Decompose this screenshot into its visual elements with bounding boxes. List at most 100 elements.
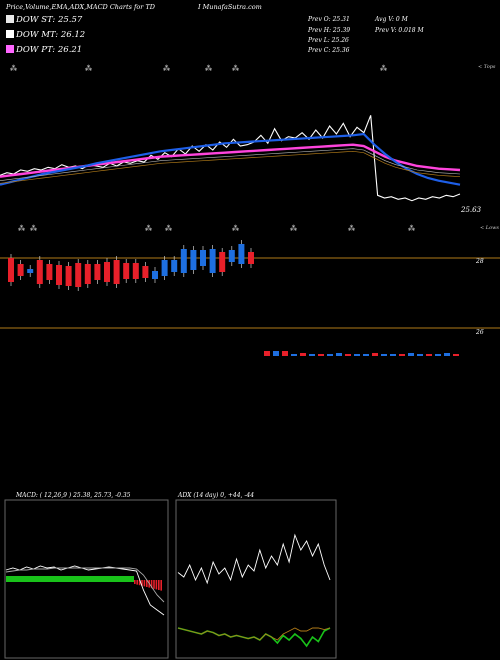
low-marker-5: ⁂ (290, 224, 297, 233)
candle-body-6 (65, 266, 72, 286)
volume-bar-21 (453, 354, 459, 356)
macd-histogram-negative-3 (141, 580, 143, 586)
volume-bar-18 (426, 354, 432, 356)
candle-body-22 (219, 252, 226, 272)
macd-histogram-negative-0 (134, 580, 136, 584)
volume-bar-20 (444, 353, 450, 356)
volume-bar-11 (363, 354, 369, 356)
candle-body-5 (56, 265, 62, 285)
volume-bar-4 (300, 353, 306, 356)
candle-body-10 (104, 262, 110, 282)
low-marker-3: ⁂ (165, 224, 172, 233)
macd-histogram-negative-4 (143, 580, 146, 587)
volume-bar-8 (336, 353, 342, 356)
tops-label: < Tops (478, 64, 496, 70)
adx-title: ADX (14 day) 0, +44, -44 (177, 492, 254, 499)
macd-histogram-negative-2 (138, 580, 141, 586)
candle-body-8 (84, 264, 91, 284)
site-name: I MunafaSutra.com (197, 3, 262, 11)
volume-bar-7 (327, 354, 333, 356)
legend-st: DOW ST: 25.57 (15, 15, 83, 25)
macd-histogram-negative-7 (150, 580, 153, 589)
legend-swatch-mt (6, 30, 14, 38)
candle-body-21 (209, 249, 216, 273)
lows-label: < Lows (480, 225, 499, 231)
top-marker-5: ⁂ (380, 64, 387, 73)
low-marker-1: ⁂ (30, 224, 37, 233)
candle-body-25 (248, 252, 254, 264)
macd-plot (5, 565, 165, 616)
level-label-high: 28 (475, 258, 484, 265)
minus-di-line (177, 627, 331, 641)
top-marker-0: ⁂ (10, 64, 17, 73)
prev-high: Prev H: 25.39 (307, 27, 350, 34)
prev-low: Prev L: 25.26 (307, 37, 349, 44)
candle-body-17 (171, 260, 178, 272)
low-marker-6: ⁂ (348, 224, 355, 233)
legend-swatch-pt (6, 45, 14, 53)
macd-histogram-negative-9 (155, 580, 158, 590)
volume-bar-19 (435, 354, 441, 356)
top-marker-1: ⁂ (85, 64, 92, 73)
volume-bar-2 (282, 351, 288, 356)
adx-line (177, 533, 331, 585)
legend: DOW ST: 25.57 DOW MT: 26.12 DOW PT: 26.2… (6, 15, 85, 55)
candle-body-7 (75, 263, 82, 287)
volume-bar-16 (408, 353, 414, 356)
macd-histogram-negative-1 (136, 580, 138, 585)
candle-body-2 (27, 269, 34, 273)
legend-mt: DOW MT: 26.12 (15, 30, 85, 40)
chart-title: Price,Volume,EMA,ADX,MACD Charts for TD (5, 3, 156, 11)
candle-body-13 (132, 263, 139, 279)
adx-panel (175, 499, 337, 659)
low-markers: ⁂ ⁂ ⁂ ⁂ ⁂ ⁂ ⁂ ⁂ (18, 224, 415, 233)
volume-bars (264, 351, 459, 356)
candle-body-19 (190, 250, 197, 270)
prev-stats: Prev O: 25.31 Prev H: 25.39 Prev L: 25.2… (307, 16, 424, 54)
adx-plot (177, 533, 331, 648)
level-label-low: 26 (475, 329, 484, 336)
price-ema-panel (0, 115, 461, 202)
prev-volume: Prev V: 0.018 M (374, 27, 424, 34)
macd-signal-line (5, 567, 165, 603)
candle-body-3 (36, 260, 43, 284)
series-ema-short-line (0, 132, 461, 186)
candle-body-16 (161, 260, 168, 276)
candle-body-14 (142, 266, 149, 278)
candles (8, 240, 254, 291)
volume-bar-10 (354, 354, 360, 356)
avg-volume: Avg V: 0 M (374, 16, 409, 23)
top-marker-3: ⁂ (205, 64, 212, 73)
series-ema-mid-line (0, 148, 461, 181)
candle-body-15 (152, 271, 158, 279)
candle-body-0 (8, 258, 14, 282)
candle-body-24 (238, 244, 245, 264)
macd-histogram-negative-10 (158, 580, 160, 590)
top-marker-4: ⁂ (232, 64, 239, 73)
volume-bar-13 (381, 354, 387, 356)
macd-histogram-negative-8 (153, 580, 155, 589)
volume-bar-5 (309, 354, 315, 356)
volume-bar-17 (417, 354, 423, 356)
candle-body-4 (46, 264, 53, 280)
volume-bar-6 (318, 354, 324, 356)
candle-body-11 (113, 260, 120, 284)
low-marker-0: ⁂ (18, 224, 25, 233)
last-price-label: 25.63 (460, 206, 482, 214)
macd-line (5, 565, 165, 616)
candle-body-23 (228, 250, 235, 262)
candle-body-18 (180, 249, 187, 273)
candle-body-20 (200, 250, 206, 266)
low-marker-7: ⁂ (408, 224, 415, 233)
macd-histogram-positive (6, 576, 134, 582)
macd-title: MACD: ( 12,26,9 ) 25.38, 25.73, -0.35 (15, 492, 131, 499)
prev-close: Prev C: 25.36 (307, 47, 350, 54)
candle-body-12 (123, 263, 130, 279)
candle-body-9 (94, 264, 101, 280)
volume-bar-9 (345, 354, 351, 356)
volume-bar-15 (399, 354, 405, 356)
series-ema-brown-line (0, 150, 461, 184)
top-marker-2: ⁂ (163, 64, 170, 73)
macd-histogram-negative-5 (146, 580, 148, 587)
